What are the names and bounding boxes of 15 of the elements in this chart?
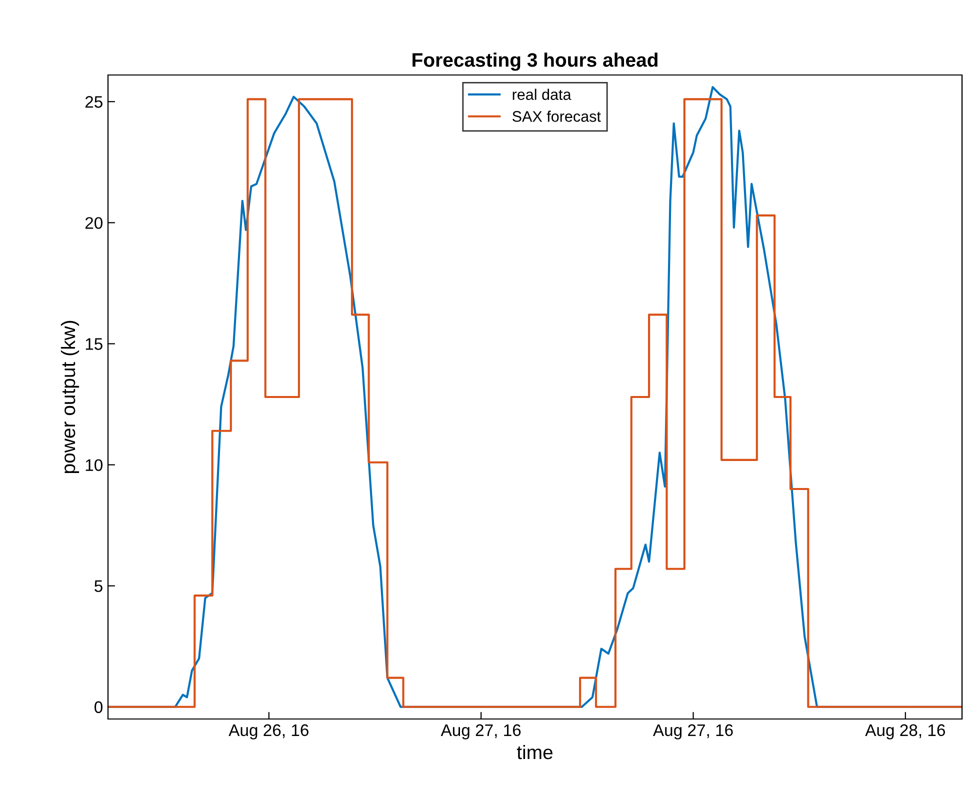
chart-title: Forecasting 3 hours ahead [412, 52, 658, 71]
y-tick-label: 25 [85, 96, 102, 108]
x-tick-label: Aug 26, 16 [228, 724, 308, 740]
y-tick-label: 10 [86, 459, 102, 471]
y-tick-label: 5 [94, 580, 102, 592]
y-tick-label: 15 [86, 338, 102, 350]
y-axis-title: power output (kw) [60, 320, 80, 474]
legend-label: SAX forecast [512, 110, 601, 122]
y-tick-label: 20 [85, 217, 102, 229]
legend-label: real data [512, 88, 572, 100]
x-tick-label: Aug 28, 16 [865, 724, 945, 740]
x-tick-label: Aug 27, 16 [440, 724, 521, 740]
x-axis-title: time [516, 744, 553, 760]
x-tick-label: Aug 27, 16 [652, 724, 733, 740]
y-tick-label: 0 [94, 701, 102, 714]
